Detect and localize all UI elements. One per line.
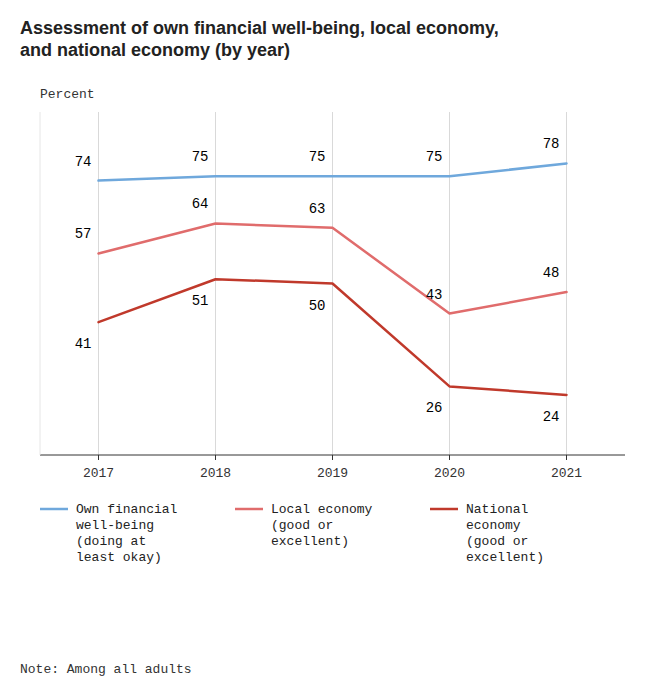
text-line: (good or	[271, 518, 333, 533]
text-line: (doing at	[76, 534, 146, 549]
x-tick	[449, 455, 450, 460]
plot-area	[99, 163, 567, 395]
x-tick	[215, 455, 216, 460]
data-label: 41	[75, 336, 92, 352]
legend-swatch	[40, 508, 68, 511]
y-axis-label: Percent	[40, 87, 95, 102]
legend-label: Own financialwell-being(doing atleast ok…	[76, 502, 178, 565]
grid-line	[215, 112, 216, 455]
text-line: (good or	[466, 534, 528, 549]
legend-label: Nationaleconomy(good orexcellent)	[466, 502, 544, 565]
series-line	[99, 279, 567, 395]
background	[0, 0, 655, 693]
text-line: Own financial	[76, 502, 178, 517]
text-line: economy	[466, 518, 521, 533]
x-tick-label: 2018	[200, 466, 231, 481]
x-tick	[566, 455, 567, 460]
data-label: 26	[426, 400, 443, 416]
y-axis-line	[40, 112, 41, 455]
data-label: 57	[75, 226, 92, 242]
title: Assessment of own financial well-being, …	[20, 18, 499, 60]
data-label: 74	[75, 154, 92, 170]
x-tick-label: 2019	[317, 466, 348, 481]
data-label: 75	[426, 149, 443, 165]
grid-line	[449, 112, 450, 455]
text-line: excellent)	[466, 550, 544, 565]
chart: Assessment of own financial well-being, …	[0, 0, 655, 693]
grid-line	[98, 112, 99, 455]
data-label: 50	[309, 298, 326, 314]
text-line: and national economy (by year)	[20, 40, 290, 60]
x-tick-label: 2017	[83, 466, 114, 481]
legend-swatch	[235, 508, 263, 511]
data-label: 51	[192, 293, 209, 309]
data-label: 48	[543, 265, 560, 281]
text-line: excellent)	[271, 534, 349, 549]
data-labels: 74 75 75 75 78 57 64 63 43 48 41 51 50 26 24	[75, 136, 560, 425]
series-line	[99, 223, 567, 313]
text-line: well-being	[76, 518, 154, 533]
x-tick-label: 2021	[551, 466, 582, 481]
data-label: 75	[192, 149, 209, 165]
text-line: National	[466, 502, 529, 517]
data-label: 75	[309, 149, 326, 165]
x-tick	[332, 455, 333, 460]
text-line: Assessment of own financial well-being, …	[20, 18, 499, 38]
data-label: 43	[426, 287, 443, 303]
legend-swatch	[430, 508, 458, 511]
x-tick	[98, 455, 99, 460]
series-line	[99, 163, 567, 180]
data-label: 63	[309, 201, 326, 217]
text-line: Local economy	[271, 502, 373, 517]
text-line: least okay)	[76, 550, 162, 565]
x-tick-label: 2020	[434, 466, 465, 481]
data-label: 78	[543, 136, 560, 152]
data-label: 24	[543, 409, 560, 425]
data-label: 64	[192, 196, 209, 212]
legend-label: Local economy(good orexcellent)	[271, 502, 373, 549]
legend: Own financialwell-being(doing atleast ok…	[40, 502, 544, 565]
note: Note: Among all adults	[20, 662, 192, 677]
